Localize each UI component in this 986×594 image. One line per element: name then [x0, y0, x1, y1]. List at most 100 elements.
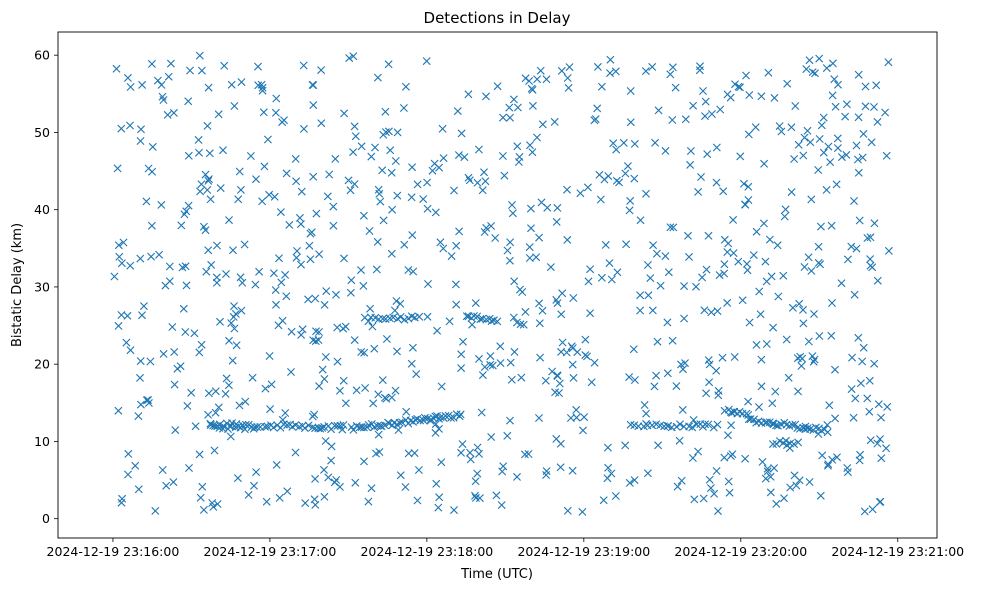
detection-point [680, 314, 689, 323]
detection-point [257, 80, 266, 89]
detection-point [713, 307, 722, 316]
detection-point [340, 254, 348, 263]
detection-point [707, 308, 716, 317]
detection-point [408, 163, 417, 172]
detection-point [486, 360, 495, 369]
detection-point [146, 357, 155, 366]
detection-point [714, 507, 722, 516]
detection-point [799, 319, 808, 328]
detection-point [506, 416, 514, 425]
detection-point [508, 209, 517, 218]
detection-point [794, 387, 802, 396]
detection-point [858, 153, 867, 162]
detection-point [556, 463, 565, 472]
detection-point [258, 197, 267, 206]
detection-point [204, 83, 213, 92]
detection-point [351, 478, 360, 487]
detection-point [749, 251, 758, 260]
detection-point [826, 158, 835, 167]
detection-point [283, 487, 292, 496]
detection-point [796, 352, 805, 361]
detection-point [724, 477, 733, 486]
detection-point [207, 260, 216, 269]
detection-point [640, 401, 649, 409]
detection-point [513, 103, 522, 112]
detection-point [225, 336, 233, 345]
detection-point [410, 449, 419, 458]
detection-point [333, 421, 342, 430]
detection-point [705, 360, 714, 369]
detection-point [536, 66, 545, 75]
detection-point [804, 253, 813, 262]
detection-point [824, 142, 833, 151]
detection-point [359, 211, 368, 220]
detection-point [163, 110, 172, 119]
detection-point [259, 108, 268, 117]
detection-point [731, 80, 739, 89]
detection-point [636, 291, 645, 300]
detection-point [252, 175, 260, 184]
detection-point [457, 129, 466, 138]
detection-point [357, 266, 365, 275]
detection-point [590, 358, 599, 367]
detection-point [652, 371, 661, 380]
detection-point [828, 299, 836, 307]
detection-point [373, 73, 382, 82]
detection-point [275, 493, 284, 502]
detection-point [196, 187, 205, 196]
detection-point [462, 312, 471, 321]
detection-point [685, 252, 693, 261]
detection-point [178, 263, 187, 272]
detection-point [777, 127, 786, 136]
detection-point [136, 373, 144, 382]
detection-point [312, 209, 321, 218]
detection-point [873, 439, 882, 448]
detection-point [800, 133, 809, 142]
detection-point [697, 173, 705, 181]
detection-point [500, 171, 509, 180]
detection-point [447, 252, 456, 261]
detection-point [681, 115, 690, 124]
detection-point [391, 386, 400, 395]
detection-point [497, 501, 506, 510]
detection-point [854, 168, 863, 177]
detection-point [213, 241, 221, 250]
detection-point [727, 408, 735, 417]
detection-point [352, 386, 361, 395]
detection-point [151, 506, 160, 515]
detection-point [837, 153, 846, 162]
detection-point [136, 254, 145, 263]
detection-point [454, 151, 463, 160]
detection-point [686, 147, 695, 155]
detection-point [815, 135, 824, 143]
detection-point [855, 216, 864, 225]
detection-point [819, 148, 828, 157]
detection-point [478, 186, 487, 195]
detection-point [538, 306, 547, 315]
detection-point [642, 409, 651, 418]
detection-point [557, 66, 566, 75]
detection-point [333, 357, 342, 366]
detection-point [253, 423, 262, 431]
detection-point [382, 335, 391, 343]
detection-point [374, 185, 383, 194]
detection-point [114, 406, 123, 415]
detection-point [867, 138, 876, 147]
detection-point [729, 249, 738, 258]
detection-point [419, 195, 428, 204]
detection-point [797, 361, 806, 370]
detection-point [379, 216, 388, 225]
detection-point [726, 452, 735, 460]
detection-point [272, 460, 281, 469]
detection-point [322, 287, 331, 296]
detection-point [851, 394, 860, 403]
detection-point [498, 152, 507, 160]
detection-point [856, 379, 865, 388]
detection-point [267, 380, 276, 389]
detection-point [506, 358, 515, 367]
detection-point [772, 421, 780, 430]
detection-point [788, 303, 797, 312]
detection-point [668, 116, 677, 124]
detection-point [298, 325, 307, 334]
detection-point [360, 457, 368, 466]
